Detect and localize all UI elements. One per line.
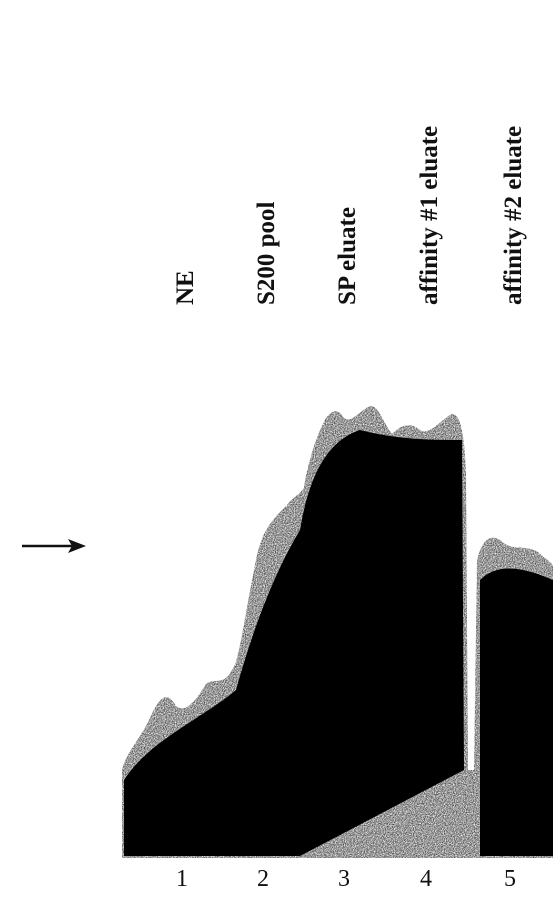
lane-number: 5 [504,866,516,892]
lane-label: affinity #1 eluate [416,126,443,305]
lane-number: 2 [257,866,269,892]
lane-number: 1 [176,866,188,892]
lane-label: affinity #2 eluate [500,126,527,305]
lane-label: SP eluate [334,207,361,305]
lane-number: 3 [338,866,350,892]
gel-band-core [124,430,553,856]
lane-label: NE [172,270,199,305]
gel-image: NE 1 S200 pool 2 SP eluate 3 affinity #1 eluat… [0,0,553,917]
arrow [22,539,86,553]
lane-label: S200 pool [253,201,280,305]
lane-number: 4 [420,866,432,892]
